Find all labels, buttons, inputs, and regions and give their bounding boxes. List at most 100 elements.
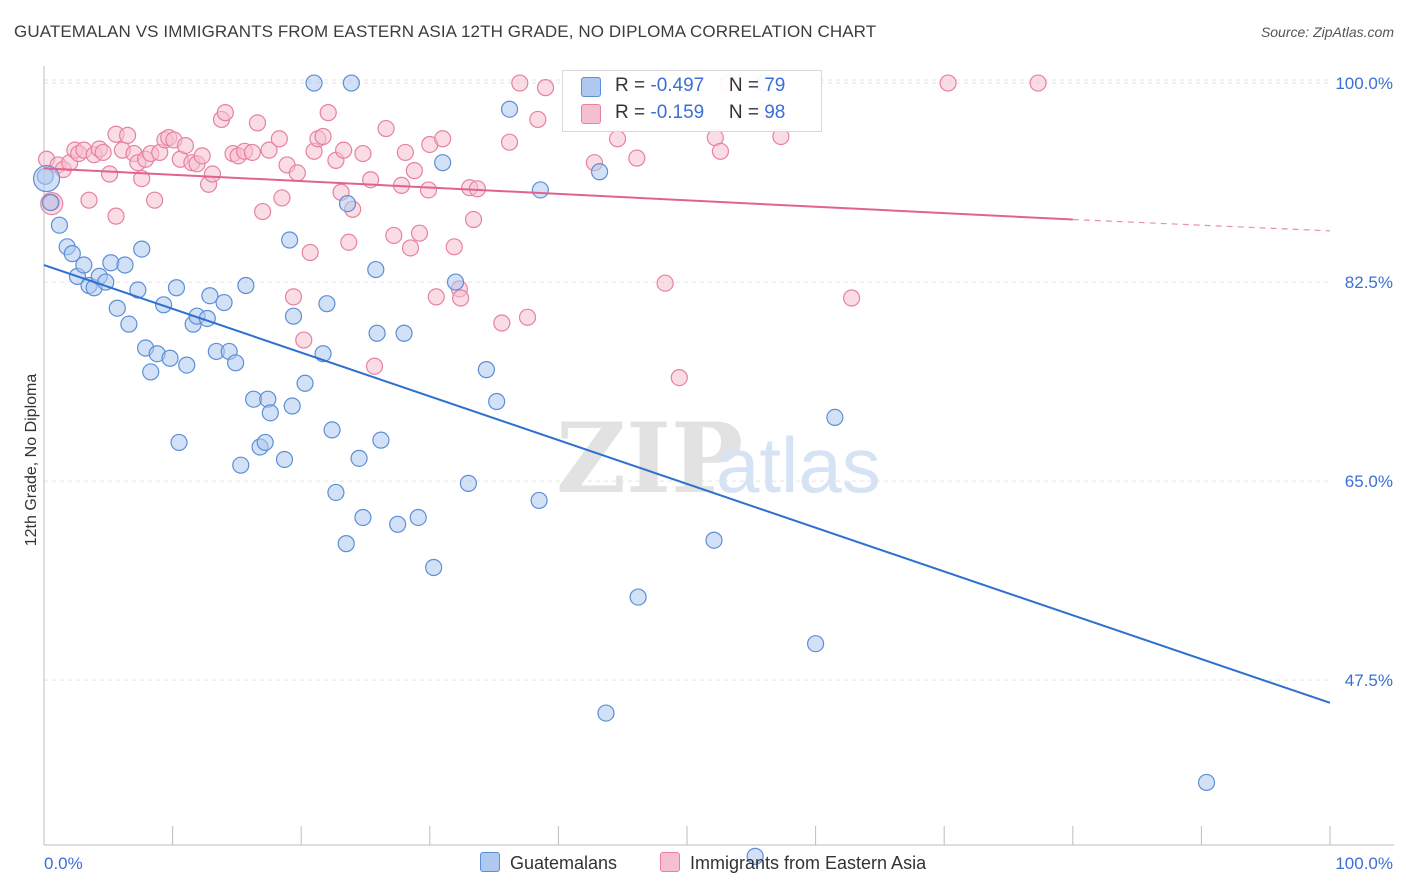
trend-line-immigrants-extension bbox=[1072, 218, 1331, 232]
data-point bbox=[377, 119, 395, 138]
data-point bbox=[493, 314, 511, 332]
data-point bbox=[193, 147, 211, 165]
data-point bbox=[284, 288, 303, 306]
data-point-cluster bbox=[32, 164, 61, 193]
data-point bbox=[452, 289, 470, 307]
data-point bbox=[94, 143, 112, 162]
x-tick-labels: 0.0% 100.0% bbox=[44, 854, 1393, 873]
data-point bbox=[608, 130, 627, 148]
data-point bbox=[305, 74, 323, 92]
data-point bbox=[232, 456, 250, 474]
y-tick-label: 47.5% bbox=[1345, 671, 1393, 690]
data-point bbox=[201, 287, 219, 305]
watermark: ZIP atlas bbox=[556, 402, 881, 515]
data-point bbox=[118, 126, 137, 144]
data-point bbox=[628, 149, 646, 167]
data-point bbox=[385, 226, 403, 245]
legend-n-value: 98 bbox=[764, 102, 786, 123]
legend-r-value: -0.497 bbox=[650, 75, 705, 96]
data-point bbox=[511, 74, 529, 92]
watermark-atlas: atlas bbox=[716, 421, 881, 509]
data-point bbox=[405, 162, 423, 180]
data-point bbox=[63, 245, 81, 263]
data-point bbox=[203, 165, 222, 183]
y-tick-label: 82.5% bbox=[1345, 273, 1393, 292]
data-point bbox=[170, 433, 188, 452]
data-point bbox=[350, 449, 368, 467]
data-point bbox=[261, 404, 279, 422]
series-guatemalans bbox=[32, 74, 1216, 865]
data-point bbox=[340, 233, 358, 251]
chart-title: GUATEMALAN VS IMMIGRANTS FROM EASTERN AS… bbox=[14, 22, 877, 41]
data-point bbox=[260, 141, 278, 159]
legend-n-label: N = bbox=[728, 102, 765, 123]
data-point bbox=[1029, 74, 1047, 92]
data-point bbox=[425, 558, 443, 577]
data-point bbox=[284, 307, 303, 325]
data-point bbox=[409, 508, 427, 527]
legend-r-label: R = bbox=[615, 102, 651, 123]
data-point bbox=[354, 144, 372, 163]
data-point bbox=[1197, 773, 1216, 792]
data-point bbox=[518, 308, 537, 326]
data-point bbox=[288, 164, 306, 182]
data-point bbox=[176, 137, 195, 155]
data-point bbox=[116, 256, 134, 274]
data-point bbox=[167, 279, 186, 297]
data-point bbox=[295, 331, 313, 349]
data-point bbox=[142, 363, 160, 381]
data-point bbox=[97, 273, 115, 291]
data-point bbox=[319, 104, 337, 122]
data-point bbox=[337, 535, 355, 553]
data-point bbox=[216, 104, 234, 122]
legend-swatch-pink bbox=[581, 104, 601, 124]
data-point bbox=[629, 588, 647, 606]
data-point bbox=[243, 143, 261, 162]
data-point bbox=[327, 483, 345, 502]
data-point bbox=[459, 474, 477, 492]
data-point bbox=[530, 491, 548, 510]
data-point bbox=[129, 281, 147, 299]
data-point bbox=[80, 191, 98, 209]
legend-n-value: 79 bbox=[764, 75, 786, 96]
data-point bbox=[323, 421, 341, 439]
series-immigrants-eastern-asia bbox=[37, 74, 1047, 387]
legend-r-value: -0.159 bbox=[650, 102, 705, 123]
data-point bbox=[50, 216, 69, 234]
data-point bbox=[395, 324, 413, 342]
data-point bbox=[597, 704, 615, 722]
data-point bbox=[301, 243, 319, 262]
trend-lines bbox=[43, 167, 1331, 704]
data-point bbox=[338, 195, 357, 213]
legend-r-label: R = bbox=[615, 75, 651, 96]
data-point bbox=[102, 254, 120, 272]
data-point bbox=[281, 231, 299, 249]
y-tick-labels: 100.0% 82.5% 65.0% 47.5% bbox=[1335, 74, 1393, 690]
data-point bbox=[396, 143, 414, 162]
data-point bbox=[296, 374, 314, 392]
data-point bbox=[367, 260, 385, 279]
data-point bbox=[365, 357, 384, 375]
bottom-legend-label: Immigrants from Eastern Asia bbox=[690, 853, 927, 873]
data-point bbox=[372, 431, 390, 449]
data-point bbox=[275, 450, 294, 469]
data-point bbox=[939, 74, 957, 92]
data-point bbox=[531, 181, 549, 199]
data-point bbox=[161, 349, 179, 367]
data-point bbox=[270, 130, 288, 148]
data-point bbox=[145, 191, 164, 209]
data-point bbox=[806, 635, 825, 653]
data-point bbox=[283, 397, 301, 415]
data-point bbox=[410, 224, 429, 242]
data-point bbox=[178, 356, 196, 374]
bottom-legend-immigrants: Immigrants from Eastern Asia bbox=[660, 852, 926, 874]
data-point bbox=[237, 276, 255, 295]
data-point bbox=[434, 154, 452, 172]
data-point bbox=[536, 79, 555, 97]
watermark-zip: ZIP bbox=[556, 402, 743, 515]
data-point bbox=[107, 207, 125, 225]
data-point bbox=[100, 165, 119, 183]
data-point bbox=[843, 289, 861, 307]
x-tick-label: 0.0% bbox=[44, 854, 83, 873]
